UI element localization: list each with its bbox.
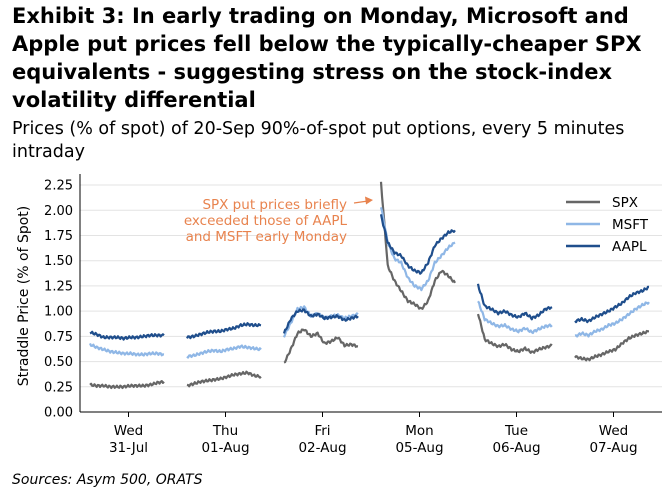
series-line-spx bbox=[574, 329, 650, 362]
series-line-aapl bbox=[282, 308, 359, 334]
series-line-msft bbox=[89, 342, 165, 357]
y-tick-label: 2.25 bbox=[44, 179, 73, 194]
x-tick-date: 05-Aug bbox=[395, 440, 443, 456]
legend-label-spx: SPX bbox=[612, 195, 638, 211]
legend-label-aapl: AAPL bbox=[612, 239, 647, 255]
x-tick-weekday: Mon bbox=[405, 423, 433, 439]
x-tick-weekday: Tue bbox=[504, 423, 528, 439]
series-line-aapl bbox=[574, 285, 650, 324]
series-line-aapl bbox=[476, 283, 553, 321]
annotation-text: exceeded those of AAPL bbox=[184, 213, 348, 229]
series-line-aapl bbox=[89, 330, 165, 341]
y-tick-label: 1.75 bbox=[44, 229, 73, 244]
y-tick-label: 0.75 bbox=[44, 330, 73, 345]
series-line-spx bbox=[186, 370, 262, 388]
series-line-aapl bbox=[379, 214, 456, 275]
y-tick-label: 0.25 bbox=[44, 380, 73, 395]
annotation-text: and MSFT early Monday bbox=[186, 229, 347, 245]
x-tick-weekday: Wed bbox=[599, 423, 628, 439]
legend-label-msft: MSFT bbox=[612, 217, 649, 233]
y-tick-label: 0.00 bbox=[44, 406, 73, 421]
annotation-arrow-head bbox=[365, 196, 373, 205]
y-tick-label: 1.50 bbox=[44, 254, 73, 269]
y-tick-label: 1.00 bbox=[44, 305, 73, 320]
chart-title: Exhibit 3: In early trading on Monday, M… bbox=[12, 4, 642, 112]
series-line-msft bbox=[379, 207, 456, 292]
annotation-text: SPX put prices briefly bbox=[202, 197, 347, 213]
x-tick-date: 06-Aug bbox=[492, 440, 540, 456]
series-line-aapl bbox=[186, 322, 262, 340]
x-tick-date: 31-Jul bbox=[109, 440, 148, 456]
x-tick-date: 02-Aug bbox=[298, 440, 346, 456]
chart-subtitle: Prices (% of spot) of 20-Sep 90%-of-spot… bbox=[12, 119, 625, 162]
y-tick-label: 2.00 bbox=[44, 204, 73, 219]
x-tick-weekday: Thu bbox=[212, 423, 238, 439]
series-line-spx bbox=[89, 380, 165, 390]
y-tick-label: 1.25 bbox=[44, 279, 73, 294]
series-line-spx bbox=[379, 181, 456, 310]
series-line-spx bbox=[283, 328, 359, 364]
series-line-msft bbox=[477, 300, 553, 335]
source-note: Sources: Asym 500, ORATS bbox=[12, 472, 203, 488]
series-line-spx bbox=[476, 313, 553, 354]
y-axis-label: Straddle Price (% of Spot) bbox=[16, 206, 32, 387]
x-tick-date: 07-Aug bbox=[589, 440, 637, 456]
x-tick-weekday: Wed bbox=[114, 423, 143, 439]
series-line-msft bbox=[574, 301, 650, 338]
x-tick-weekday: Fri bbox=[314, 423, 330, 439]
x-tick-date: 01-Aug bbox=[201, 440, 249, 456]
series-line-msft bbox=[186, 344, 262, 359]
y-tick-label: 0.50 bbox=[44, 355, 73, 370]
